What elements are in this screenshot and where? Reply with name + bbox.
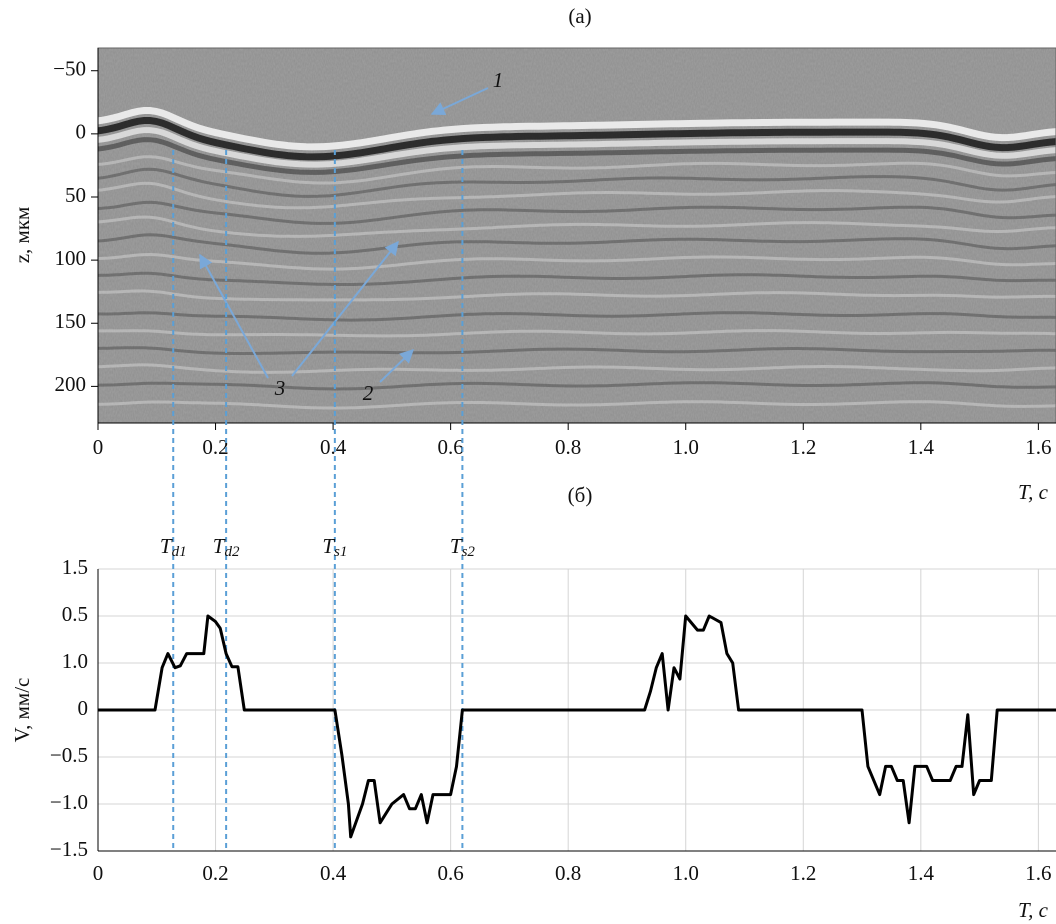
annotation-arrow (291, 240, 399, 377)
x-tick-label: 0.8 (555, 435, 581, 459)
x-tick-label: 1.4 (908, 435, 935, 459)
surface-bright2 (98, 127, 1056, 168)
layer (98, 181, 1056, 210)
layer (98, 271, 1056, 286)
y-axis-label: z, мкм (10, 207, 34, 264)
layer (98, 167, 1056, 198)
y-axis-label: V, мм/с (10, 678, 34, 743)
annotation: 3 (274, 376, 286, 400)
x-tick-label: 1.0 (673, 861, 699, 885)
x-tick-label: 0.4 (320, 861, 347, 885)
x-tick-label: 0 (93, 861, 104, 885)
marker-symbol: T (322, 534, 335, 558)
y-tick-label: 0 (76, 120, 87, 144)
marker-label: Td1 (160, 534, 187, 561)
surface-dark (98, 117, 1056, 161)
x-tick-label: 0.2 (202, 861, 228, 885)
y-tick-label: 50 (65, 183, 86, 207)
marker-symbol: T (213, 534, 226, 558)
x-tick-label: 0.2 (202, 435, 228, 459)
layer (98, 381, 1056, 391)
x-tick-label: 0.8 (555, 861, 581, 885)
layer (98, 252, 1056, 271)
marker-subscript: d2 (224, 544, 240, 560)
marker-subscript: s2 (462, 544, 476, 560)
marker-subscript: d1 (172, 544, 187, 560)
y-tick-label: 0.5 (62, 602, 88, 626)
x-tick-label: 0 (93, 435, 104, 459)
y-tick-label: 200 (55, 372, 87, 396)
marker-label: Ts1 (322, 534, 347, 561)
layer (98, 400, 1056, 410)
layer (98, 363, 1056, 374)
annotation: 2 (363, 381, 374, 405)
x-tick-label: 0.4 (320, 435, 347, 459)
y-tick-label: −0.5 (50, 743, 88, 767)
x-tick-label: 1.0 (673, 435, 699, 459)
layer (98, 155, 1056, 185)
x-axis-label: T, c (1018, 898, 1049, 922)
layer (98, 329, 1056, 338)
y-tick-label: −1.5 (50, 837, 88, 861)
marker-symbol: T (160, 534, 173, 558)
x-tick-label: 1.2 (790, 435, 816, 459)
marker-label: Td2 (213, 534, 240, 561)
annotation-arrow (199, 253, 269, 379)
x-tick-label: 1.6 (1025, 435, 1051, 459)
x-axis-label: T, c (1018, 480, 1049, 504)
layer (98, 215, 1056, 238)
y-tick-label: 1.5 (62, 555, 88, 579)
y-tick-label: 100 (55, 246, 87, 270)
surface-dark2 (98, 137, 1056, 175)
y-tick-label: −1.0 (50, 790, 88, 814)
x-tick-label: 0.6 (438, 435, 464, 459)
annotation-arrow (379, 349, 415, 383)
panel-b-label: (б) (568, 483, 593, 507)
marker-symbol: T (450, 534, 463, 558)
layer (98, 346, 1056, 355)
data-line (98, 614, 1056, 839)
layer (98, 311, 1056, 322)
oct-image (98, 48, 1056, 423)
layer (98, 233, 1056, 255)
marker-label: Ts2 (450, 534, 476, 561)
y-tick-label: 150 (55, 309, 87, 333)
x-tick-label: 1.6 (1025, 861, 1051, 885)
layer (98, 289, 1056, 302)
y-tick-label: −50 (53, 57, 86, 81)
marker-subscript: s1 (334, 544, 347, 560)
annotation-arrow (430, 87, 489, 116)
x-tick-label: 1.2 (790, 861, 816, 885)
y-tick-label: 1.0 (62, 649, 88, 673)
y-tick-label: 0 (78, 696, 89, 720)
panel-a-label: (a) (568, 4, 591, 28)
surface-bright (98, 107, 1056, 151)
x-tick-label: 1.4 (908, 861, 935, 885)
x-tick-label: 0.6 (438, 861, 464, 885)
layer (98, 200, 1056, 225)
annotation: 1 (493, 68, 504, 92)
